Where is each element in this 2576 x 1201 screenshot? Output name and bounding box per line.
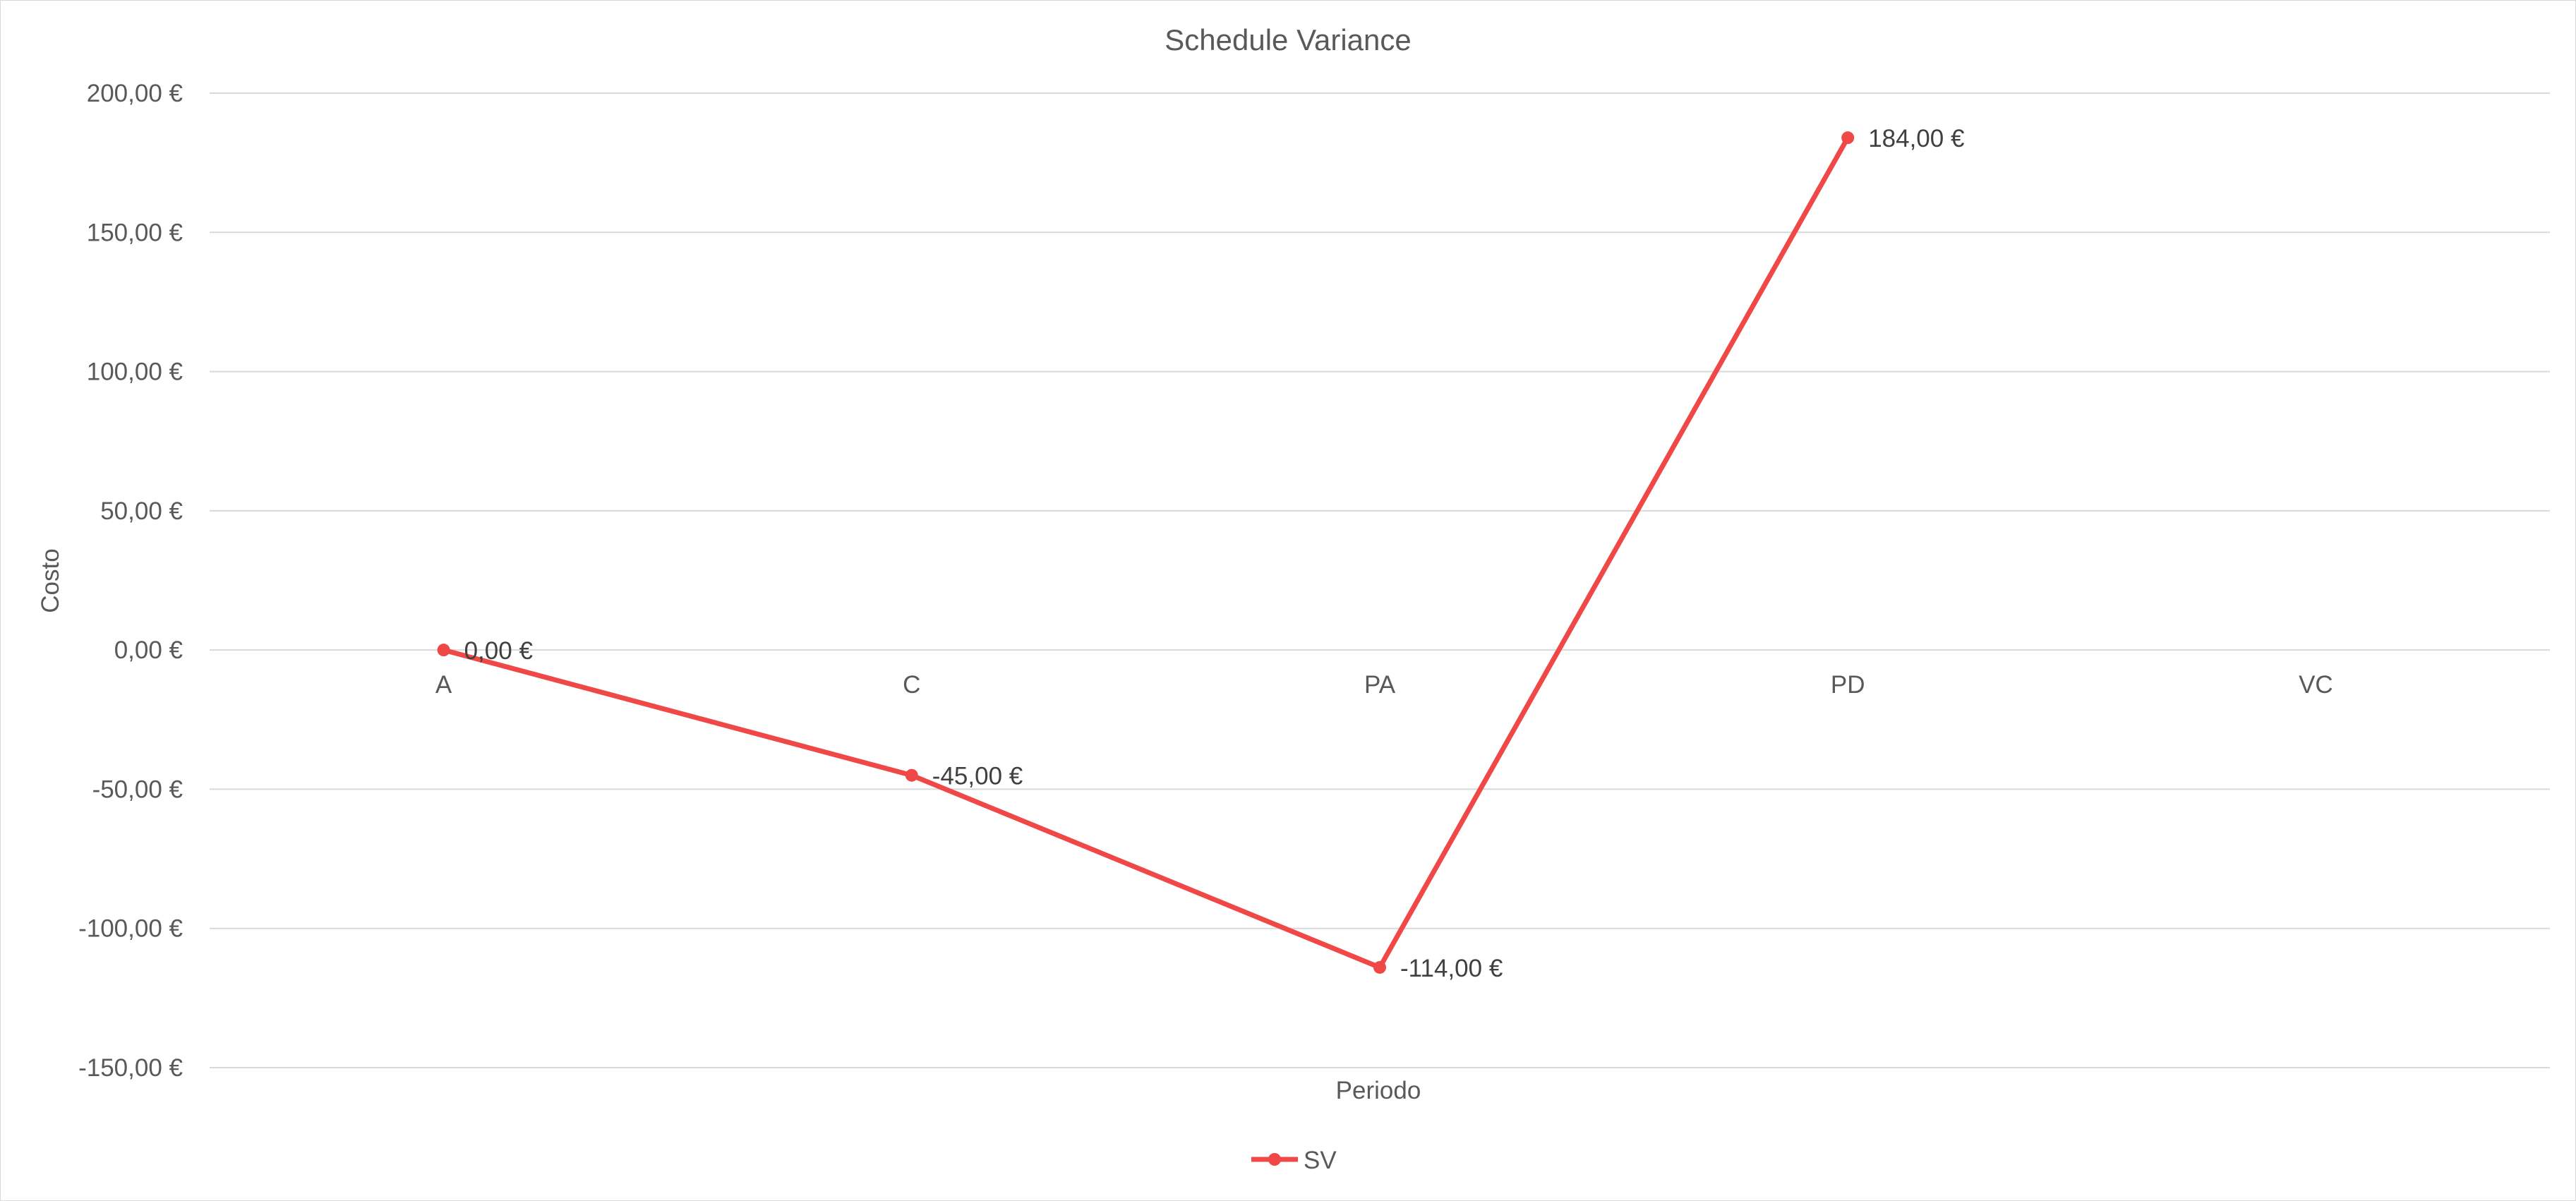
y-tick-label: -50,00 € bbox=[92, 775, 183, 803]
y-tick-label: 100,00 € bbox=[87, 358, 183, 386]
legend-marker-sv bbox=[1268, 1153, 1281, 1166]
gridlines bbox=[210, 92, 2550, 1068]
y-tick-label: -100,00 € bbox=[78, 915, 183, 943]
data-point bbox=[905, 768, 918, 782]
y-tick-label: 200,00 € bbox=[87, 80, 183, 107]
x-tick-label: C bbox=[903, 671, 920, 699]
y-tick-label: -150,00 € bbox=[78, 1054, 183, 1082]
y-axis-title: Costo bbox=[37, 548, 64, 612]
data-point bbox=[1841, 131, 1855, 145]
data-point bbox=[1373, 960, 1386, 974]
x-axis-ticks: A C PA PD VC bbox=[435, 671, 2333, 699]
data-label: -114,00 € bbox=[1400, 955, 1503, 982]
data-labels: 0,00 € -45,00 € -114,00 € 184,00 € bbox=[464, 125, 1965, 982]
data-point bbox=[437, 644, 450, 657]
series-line-sv bbox=[441, 135, 1850, 970]
y-axis-ticks: 200,00 € 150,00 € 100,00 € 50,00 € 0,00 € -50… bbox=[78, 80, 183, 1082]
data-label: 184,00 € bbox=[1868, 125, 1964, 152]
y-tick-label: 0,00 € bbox=[114, 636, 183, 664]
x-tick-label: PD bbox=[1831, 671, 1865, 699]
legend: SV bbox=[1251, 1147, 1337, 1174]
chart-title: Schedule Variance bbox=[1164, 23, 1411, 56]
x-tick-label: A bbox=[435, 671, 452, 699]
x-tick-label: VC bbox=[2299, 671, 2333, 699]
y-tick-label: 150,00 € bbox=[87, 219, 183, 246]
data-label: 0,00 € bbox=[464, 637, 533, 665]
data-label: -45,00 € bbox=[932, 763, 1023, 790]
legend-label-sv: SV bbox=[1304, 1147, 1337, 1174]
y-tick-label: 50,00 € bbox=[100, 497, 183, 525]
x-axis-title: Periodo bbox=[1336, 1077, 1421, 1104]
x-tick-label: PA bbox=[1364, 671, 1396, 699]
series-layer bbox=[437, 131, 1855, 974]
